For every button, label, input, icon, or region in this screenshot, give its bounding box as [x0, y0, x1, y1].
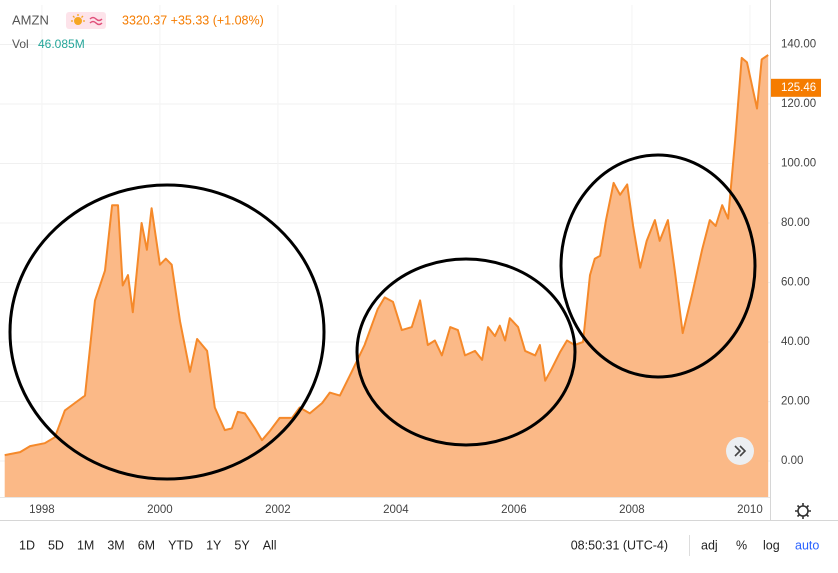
y-tick-label: 100.00 — [781, 158, 816, 170]
y-tick-label: 60.00 — [781, 277, 810, 289]
range-button[interactable]: All — [263, 538, 277, 552]
volume-value: 46.085M — [38, 37, 85, 51]
quote: 3320.37 +35.33 (+1.08%) — [122, 13, 264, 27]
range-button[interactable]: 1D — [19, 538, 35, 552]
plot-area — [4, 54, 769, 497]
range-button[interactable]: 1Y — [206, 538, 222, 552]
area-fill — [4, 55, 769, 497]
range-button[interactable]: 5D — [48, 538, 64, 552]
scroll-button[interactable] — [726, 437, 754, 465]
toolbar: 1D 5D 1M 3M 6M YTD 1Y 5Y All 08:50:31 (UTC-4) adj%… — [19, 538, 819, 552]
range-button[interactable]: 3M — [107, 538, 124, 552]
status-icons — [66, 12, 106, 29]
volume-label: Vol — [12, 37, 29, 51]
x-tick-label: 2002 — [265, 504, 291, 516]
y-tick-label: 0.00 — [781, 455, 803, 467]
y-tick-label: 120.00 — [781, 98, 816, 110]
x-tick-label: 2008 — [619, 504, 645, 516]
y-tick-label: 140.00 — [781, 39, 816, 51]
gear-teeth — [795, 503, 811, 519]
option-button[interactable]: auto — [795, 538, 819, 552]
option-button[interactable]: log — [763, 538, 780, 552]
annotation-circle — [8, 183, 326, 481]
x-tick-label: 2000 — [147, 504, 173, 516]
price-line — [4, 54, 769, 457]
x-tick-label: 1998 — [29, 504, 55, 516]
clock: 08:50:31 (UTC-4) — [571, 538, 668, 552]
icon-badge — [66, 12, 106, 29]
axes: 0.00 20.00 40.00 60.00 80.00 100.00 120.00 140.… — [29, 39, 821, 516]
range-button[interactable]: 5Y — [234, 538, 250, 552]
x-tick-label: 2010 — [737, 504, 763, 516]
scroll-icon — [734, 445, 747, 457]
annotation-circle — [355, 257, 577, 447]
x-tick-label: 2006 — [501, 504, 527, 516]
sun-rays — [71, 14, 85, 22]
option-button[interactable]: adj — [701, 538, 718, 552]
y-tick-label: 40.00 — [781, 336, 810, 348]
wave-icon — [89, 16, 103, 26]
last-price-tag — [771, 78, 821, 97]
y-tick-label: 20.00 — [781, 396, 810, 408]
range-button[interactable]: YTD — [168, 538, 193, 552]
range-button[interactable]: 6M — [138, 538, 155, 552]
y-tick-label: 80.00 — [781, 217, 810, 229]
option-button[interactable]: % — [736, 538, 747, 552]
sun-icon — [74, 17, 82, 25]
symbol: AMZN — [12, 12, 49, 27]
annotations — [8, 153, 757, 481]
annotation-circle — [559, 153, 757, 379]
range-button[interactable]: 1M — [77, 538, 94, 552]
settings-button[interactable] — [795, 503, 811, 519]
x-tick-label: 2004 — [383, 504, 409, 516]
last-price-label: 125.46 — [781, 82, 816, 94]
